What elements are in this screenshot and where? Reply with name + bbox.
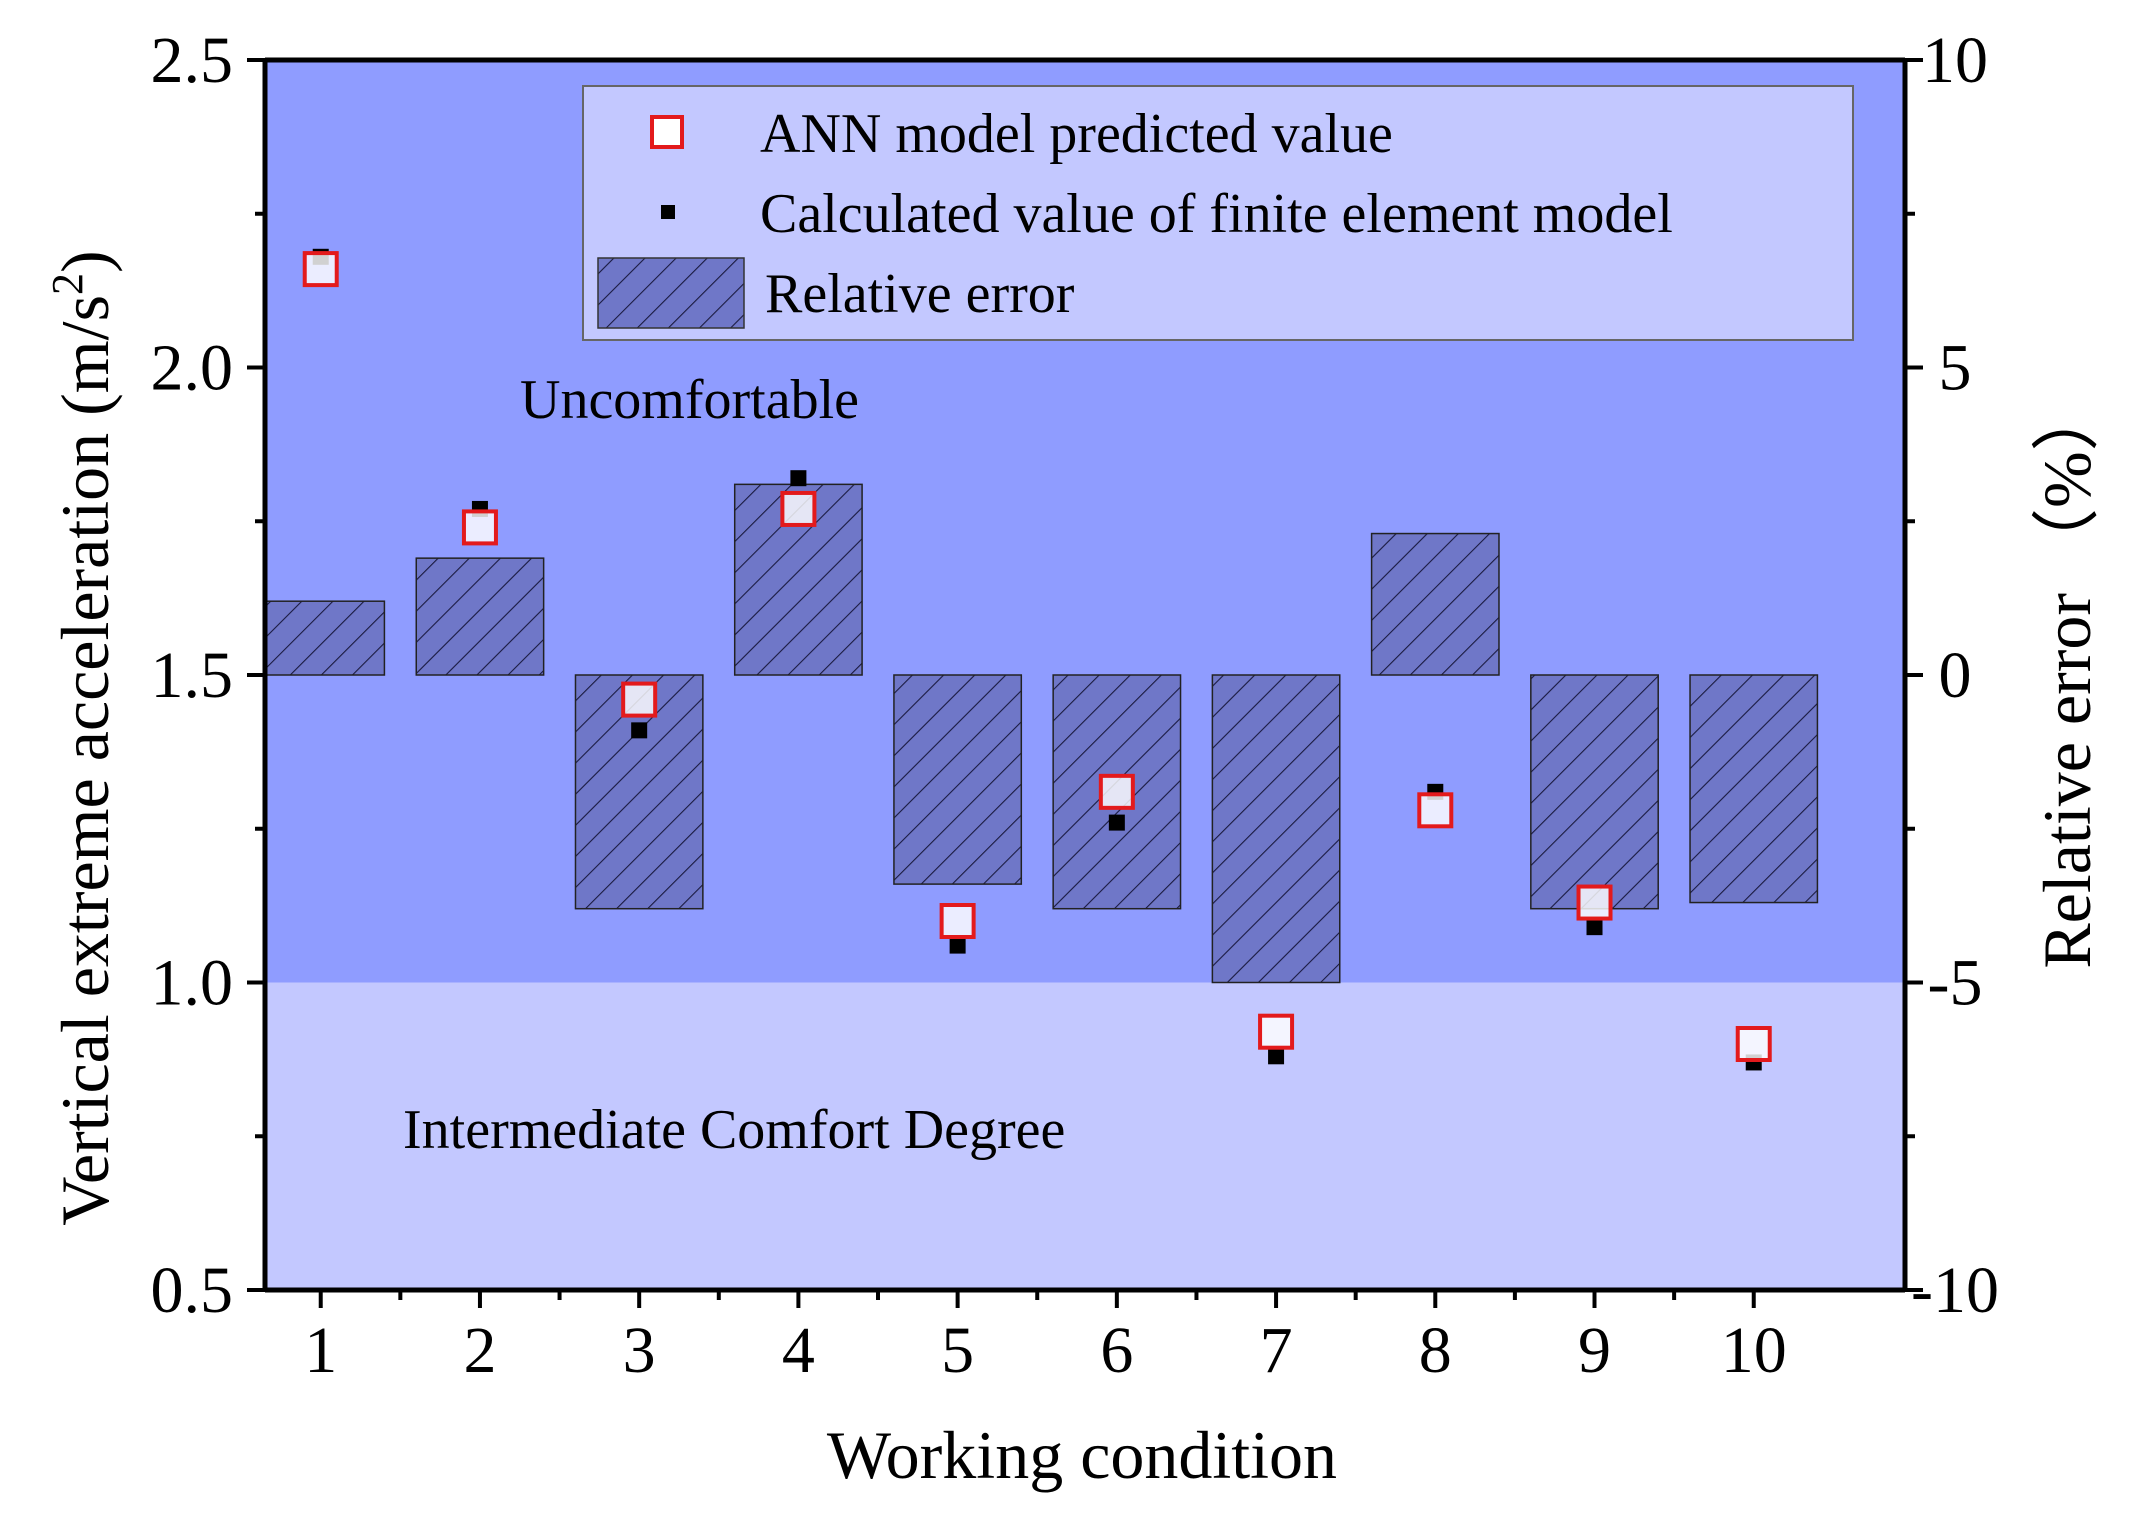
legend-error-swatch [597, 257, 745, 329]
x-tick-label: 1 [304, 1314, 337, 1387]
x-tick-label: 5 [941, 1314, 974, 1387]
right-tick-label: 5 [1939, 332, 1972, 405]
legend-fem-label: Calculated value of finite element model [760, 183, 1673, 245]
x-tick-label: 6 [1100, 1314, 1133, 1387]
legend-fem-marker [661, 205, 675, 219]
ann-point-6 [1098, 773, 1135, 810]
ann-point-3 [621, 681, 658, 718]
fem-point-6 [1108, 814, 1125, 831]
x-tick-label: 9 [1578, 1314, 1611, 1387]
relative-error-bars [264, 483, 1819, 984]
ann-point-1 [302, 251, 339, 288]
fem-point-9 [1586, 919, 1603, 936]
fem-point-3 [631, 722, 648, 739]
uncomfortable-label: Uncomfortable [520, 369, 859, 431]
ann-point-7 [1258, 1013, 1295, 1050]
error-bar-2 [415, 557, 545, 676]
legend-box [582, 85, 1854, 341]
y2-axis-title: Relative error （%） [2029, 383, 2105, 968]
y-axis-title: Vertical extreme acceleration (m/s2) [43, 250, 123, 1225]
y-axis-title-superscript: 2 [43, 273, 92, 295]
legend-error-label: Relative error [765, 263, 1075, 325]
ann-point-5 [939, 903, 976, 939]
x-tick-label: 8 [1419, 1314, 1452, 1387]
left-tick-label: 2.0 [151, 332, 234, 405]
y-axis-title-suffix: ) [47, 250, 123, 273]
x-tick-label: 10 [1721, 1314, 1787, 1387]
ann-markers [302, 251, 1772, 1062]
y-axis-title-main: Vertical extreme acceleration (m/s [47, 295, 123, 1226]
right-tick-label: 0 [1939, 639, 1972, 712]
ann-point-2 [461, 509, 498, 546]
left-tick-label: 0.5 [151, 1254, 234, 1327]
legend-ann-label: ANN model predicted value [760, 103, 1393, 165]
error-bar-5 [893, 674, 1023, 885]
x-tick-label: 2 [463, 1314, 496, 1387]
intermediate-comfort-label: Intermediate Comfort Degree [403, 1099, 1065, 1161]
fem-point-5 [949, 937, 966, 954]
error-bar-8 [1370, 532, 1500, 676]
error-bar-1 [264, 600, 386, 676]
legend: ANN model predicted value Calculated val… [582, 85, 1854, 341]
right-tick-label: 10 [1922, 24, 1988, 97]
right-tick-label: -10 [1911, 1254, 1999, 1327]
fem-point-7 [1268, 1048, 1285, 1065]
x-axis-title: Working condition [827, 1417, 1337, 1493]
x-tick-label: 4 [782, 1314, 815, 1387]
right-axis-ticks: -10 -5 0 5 10 [1905, 24, 1999, 1327]
x-tick-label: 3 [623, 1314, 656, 1387]
error-bar-9 [1530, 674, 1659, 910]
right-tick-label: -5 [1928, 947, 1983, 1020]
fem-point-4 [790, 470, 807, 487]
x-tick-label: 7 [1260, 1314, 1293, 1387]
left-tick-label: 2.5 [151, 24, 234, 97]
ann-point-4 [780, 490, 817, 527]
ann-point-9 [1576, 884, 1613, 921]
left-axis-ticks: 0.5 1.0 1.5 2.0 2.5 [151, 24, 265, 1327]
left-tick-label: 1.0 [151, 947, 234, 1020]
ann-point-10 [1735, 1026, 1772, 1062]
ann-point-8 [1417, 792, 1454, 829]
x-axis-ticks: 1 2 3 4 5 6 7 8 9 10 [304, 1290, 1787, 1387]
error-bar-7 [1211, 674, 1341, 984]
left-tick-label: 1.5 [151, 639, 234, 712]
error-bar-10 [1689, 674, 1819, 904]
legend-ann-marker [650, 115, 684, 149]
intermediate-comfort-region [265, 982, 1905, 1290]
